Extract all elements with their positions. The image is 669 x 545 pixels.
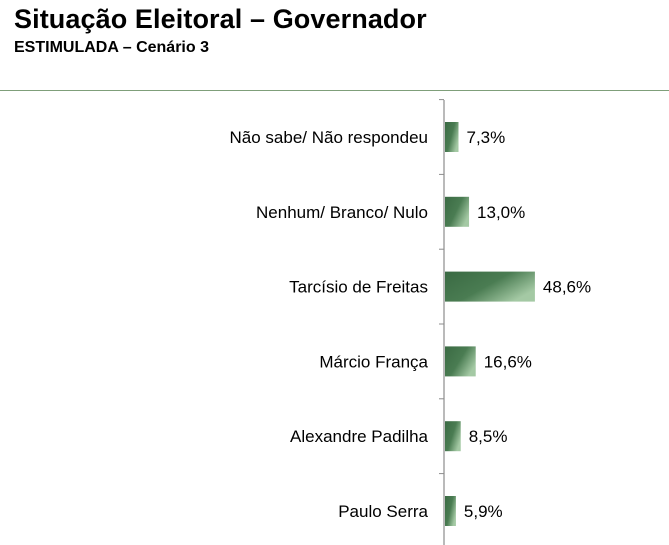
value-label: 48,6% bbox=[543, 278, 591, 297]
category-label: Márcio França bbox=[319, 352, 428, 371]
value-label: 7,3% bbox=[467, 128, 506, 147]
page-title: Situação Eleitoral – Governador bbox=[14, 4, 427, 34]
category-label: Tarcísio de Freitas bbox=[289, 278, 428, 297]
bars-layer: Não sabe/ Não respondeu 7,3% Nenhum/ Branc… bbox=[230, 99, 591, 526]
bar-group: Tarcísio de Freitas 48,6% bbox=[289, 248, 591, 302]
bar bbox=[445, 496, 456, 526]
bar bbox=[445, 271, 535, 302]
bar bbox=[445, 122, 459, 152]
page-subtitle: ESTIMULADA – Cenário 3 bbox=[14, 39, 209, 56]
bar-group: Não sabe/ Não respondeu 7,3% bbox=[230, 99, 506, 152]
bar-group: Paulo Serra 5,9% bbox=[338, 473, 503, 526]
category-label: Paulo Serra bbox=[338, 502, 428, 521]
value-label: 8,5% bbox=[469, 427, 508, 446]
bar bbox=[445, 346, 476, 377]
value-label: 16,6% bbox=[484, 352, 532, 371]
header-divider bbox=[0, 90, 669, 91]
value-label: 13,0% bbox=[477, 203, 525, 222]
category-label: Não sabe/ Não respondeu bbox=[230, 128, 428, 147]
value-label: 5,9% bbox=[464, 502, 503, 521]
bar bbox=[445, 196, 470, 227]
bar-group: Márcio França 16,6% bbox=[319, 323, 532, 377]
bar-group: Alexandre Padilha 8,5% bbox=[290, 398, 508, 452]
category-label: Nenhum/ Branco/ Nulo bbox=[256, 203, 428, 222]
bar-group: Nenhum/ Branco/ Nulo 13,0% bbox=[256, 173, 525, 227]
bar bbox=[445, 421, 461, 452]
category-label: Alexandre Padilha bbox=[290, 427, 429, 446]
